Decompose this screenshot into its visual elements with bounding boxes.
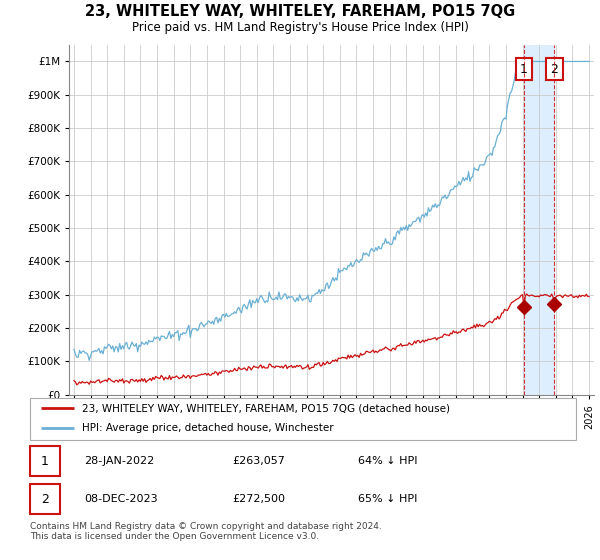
Text: 08-DEC-2023: 08-DEC-2023 [85, 494, 158, 504]
Text: HPI: Average price, detached house, Winchester: HPI: Average price, detached house, Winc… [82, 423, 334, 433]
Text: 2: 2 [551, 63, 559, 76]
Text: 64% ↓ HPI: 64% ↓ HPI [358, 456, 417, 466]
Text: Price paid vs. HM Land Registry's House Price Index (HPI): Price paid vs. HM Land Registry's House … [131, 21, 469, 34]
FancyBboxPatch shape [30, 484, 60, 514]
FancyBboxPatch shape [30, 398, 576, 440]
Text: 1: 1 [41, 455, 49, 468]
Text: 2: 2 [41, 493, 49, 506]
Text: 23, WHITELEY WAY, WHITELEY, FAREHAM, PO15 7QG: 23, WHITELEY WAY, WHITELEY, FAREHAM, PO1… [85, 4, 515, 19]
Text: 65% ↓ HPI: 65% ↓ HPI [358, 494, 417, 504]
Text: 28-JAN-2022: 28-JAN-2022 [85, 456, 155, 466]
Text: 1: 1 [520, 63, 528, 76]
FancyBboxPatch shape [30, 446, 60, 477]
Bar [524, 45, 554, 395]
Text: £263,057: £263,057 [232, 456, 285, 466]
Text: 23, WHITELEY WAY, WHITELEY, FAREHAM, PO15 7QG (detached house): 23, WHITELEY WAY, WHITELEY, FAREHAM, PO1… [82, 403, 450, 413]
Text: £272,500: £272,500 [232, 494, 285, 504]
Text: Contains HM Land Registry data © Crown copyright and database right 2024.
This d: Contains HM Land Registry data © Crown c… [30, 522, 382, 542]
